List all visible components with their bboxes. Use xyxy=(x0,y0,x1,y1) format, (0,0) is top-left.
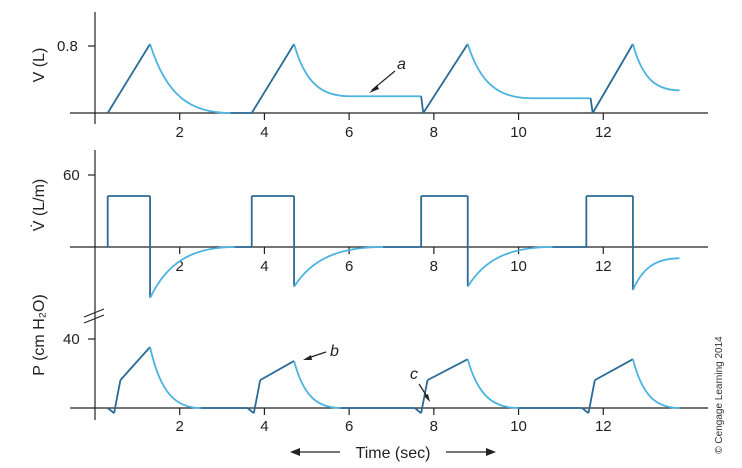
volume-trace-segment xyxy=(250,43,295,114)
pressure-trace-segment xyxy=(119,346,151,381)
pressure-trace-segment xyxy=(466,358,519,409)
volume-x-ticks: 2 4 6 8 10 12 xyxy=(176,113,612,141)
volume-x-tick-label: 8 xyxy=(430,124,438,141)
pressure-trace-segment xyxy=(252,379,262,414)
flow-x-tick-label: 12 xyxy=(595,258,612,275)
pressure-x-tick-label: 10 xyxy=(510,418,527,435)
flow-trace xyxy=(106,195,680,299)
pressure-trace-segment xyxy=(594,358,634,381)
flow-x-tick-label: 8 xyxy=(430,258,438,275)
annotation-c: c xyxy=(410,366,418,383)
time-arrow-right xyxy=(446,448,496,456)
pressure-panel: P (cm H₂O) 40 2 4 6 8 10 12 b c Time (sec) xyxy=(31,294,708,462)
pressure-x-tick-label: 6 xyxy=(345,418,353,435)
pressure-trace-segment xyxy=(107,407,115,414)
flow-x-tick-label: 4 xyxy=(260,258,268,275)
volume-trace-segment xyxy=(589,98,594,114)
axis-break-mark xyxy=(83,308,105,324)
pressure-trace-segment xyxy=(246,407,255,414)
pressure-trace-segment xyxy=(420,379,429,414)
pressure-trace xyxy=(107,346,680,414)
annotation-b: b xyxy=(330,343,339,360)
volume-y-tick-label: 0.8 xyxy=(57,38,78,55)
flow-x-tick-label: 2 xyxy=(176,258,184,275)
volume-trace-segment xyxy=(106,43,151,114)
pressure-trace-segment xyxy=(414,407,422,414)
volume-trace-segment xyxy=(591,43,634,114)
pressure-trace-segment xyxy=(587,379,596,414)
volume-trace-segment xyxy=(149,43,231,114)
pressure-trace-segment xyxy=(581,407,590,414)
pressure-trace-segment xyxy=(293,360,341,409)
volume-panel: V (L) 0.8 2 4 6 8 10 12 a xyxy=(31,12,708,141)
pressure-trace-segment xyxy=(113,379,122,414)
time-arrow-left xyxy=(290,448,340,456)
copyright-credit: © Cengage Learning 2014 xyxy=(714,336,725,454)
flow-y-tick-label: 60 xyxy=(63,167,80,184)
volume-axis-label: V (L) xyxy=(31,48,48,83)
volume-trace-segment xyxy=(293,43,350,98)
pressure-trace-segment xyxy=(427,358,469,381)
volume-x-tick-label: 4 xyxy=(260,124,268,141)
pressure-axis-label: P (cm H₂O) xyxy=(31,294,48,375)
volume-x-tick-label: 2 xyxy=(176,124,184,141)
flow-trace-segment xyxy=(632,257,680,291)
volume-trace-segment xyxy=(466,43,532,100)
flow-trace-segment xyxy=(149,246,235,299)
flow-x-tick-label: 10 xyxy=(510,258,527,275)
flow-trace-segment xyxy=(293,246,384,288)
pressure-x-tick-label: 12 xyxy=(595,418,612,435)
pressure-trace-segment xyxy=(259,360,295,381)
pressure-x-tick-label: 2 xyxy=(176,418,184,435)
annotation-a: a xyxy=(397,56,406,73)
volume-trace-segment xyxy=(632,43,680,92)
flow-panel: V̇ (L/m) 60 2 4 6 8 10 12 xyxy=(30,150,708,300)
volume-trace-segment xyxy=(420,96,425,114)
volume-x-tick-label: 10 xyxy=(510,124,527,141)
time-axis-label: Time (sec) xyxy=(356,445,431,462)
flow-trace-segment xyxy=(466,246,553,288)
volume-trace-segment xyxy=(422,43,469,114)
volume-x-tick-label: 6 xyxy=(345,124,353,141)
pressure-x-ticks: 2 4 6 8 10 12 xyxy=(176,408,612,435)
flow-axis-label: V̇ (L/m) xyxy=(30,179,48,231)
annotation-b-arrow xyxy=(303,351,327,360)
volume-trace xyxy=(106,43,680,114)
pressure-x-tick-label: 4 xyxy=(260,418,268,435)
volume-x-tick-label: 12 xyxy=(595,124,612,141)
flow-x-ticks: 2 4 6 8 10 12 xyxy=(176,247,612,275)
annotation-c-arrow xyxy=(418,383,430,402)
pressure-x-tick-label: 8 xyxy=(430,418,438,435)
pressure-trace-segment xyxy=(149,346,201,409)
pressure-y-tick-label: 40 xyxy=(63,331,80,348)
annotation-a-arrow xyxy=(369,70,396,93)
flow-x-tick-label: 6 xyxy=(345,258,353,275)
pressure-trace-segment xyxy=(632,358,680,409)
